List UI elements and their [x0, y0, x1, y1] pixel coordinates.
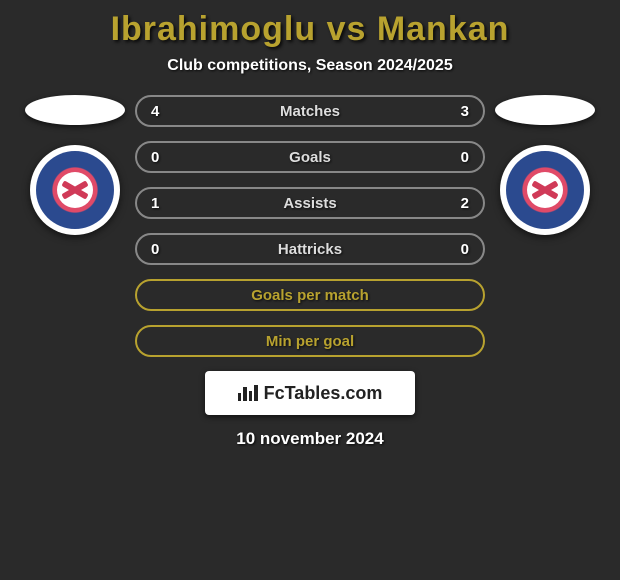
stat-label: Goals: [289, 149, 331, 166]
page-title: Ibrahimoglu vs Mankan: [111, 10, 510, 49]
stat-row-matches: 4 Matches 3: [135, 95, 485, 127]
stat-left-value: 0: [151, 149, 159, 166]
club-badge-center-icon: [527, 172, 563, 208]
stat-label: Goals per match: [251, 287, 369, 304]
stat-row-goals-per-match: Goals per match: [135, 279, 485, 311]
date-line: 10 november 2024: [236, 429, 383, 449]
stat-row-min-per-goal: Min per goal: [135, 325, 485, 357]
left-player-col: [15, 95, 135, 235]
player-placeholder-left: [25, 95, 125, 125]
stat-label: Hattricks: [278, 241, 342, 258]
stat-left-value: 1: [151, 195, 159, 212]
stat-label: Assists: [283, 195, 336, 212]
stat-right-value: 0: [461, 149, 469, 166]
stat-left-value: 0: [151, 241, 159, 258]
stat-right-value: 2: [461, 195, 469, 212]
main-area: 4 Matches 3 0 Goals 0 1 Assists 2 0 Hatt…: [0, 95, 620, 357]
bar-chart-icon: [238, 385, 258, 401]
brand-badge[interactable]: FcTables.com: [205, 371, 415, 415]
comparison-card: Ibrahimoglu vs Mankan Club competitions,…: [0, 0, 620, 459]
club-badge-inner-icon: [506, 151, 584, 229]
stat-right-value: 3: [461, 103, 469, 120]
right-player-col: [485, 95, 605, 235]
subtitle: Club competitions, Season 2024/2025: [167, 57, 452, 75]
club-badge-center-icon: [57, 172, 93, 208]
stats-column: 4 Matches 3 0 Goals 0 1 Assists 2 0 Hatt…: [135, 95, 485, 357]
club-badge-left: [30, 145, 120, 235]
stat-left-value: 4: [151, 103, 159, 120]
club-badge-right: [500, 145, 590, 235]
stat-right-value: 0: [461, 241, 469, 258]
brand-text: FcTables.com: [264, 383, 383, 404]
stat-label: Min per goal: [266, 333, 354, 350]
stat-row-goals: 0 Goals 0: [135, 141, 485, 173]
stat-row-hattricks: 0 Hattricks 0: [135, 233, 485, 265]
club-badge-inner-icon: [36, 151, 114, 229]
stat-label: Matches: [280, 103, 340, 120]
stat-row-assists: 1 Assists 2: [135, 187, 485, 219]
player-placeholder-right: [495, 95, 595, 125]
